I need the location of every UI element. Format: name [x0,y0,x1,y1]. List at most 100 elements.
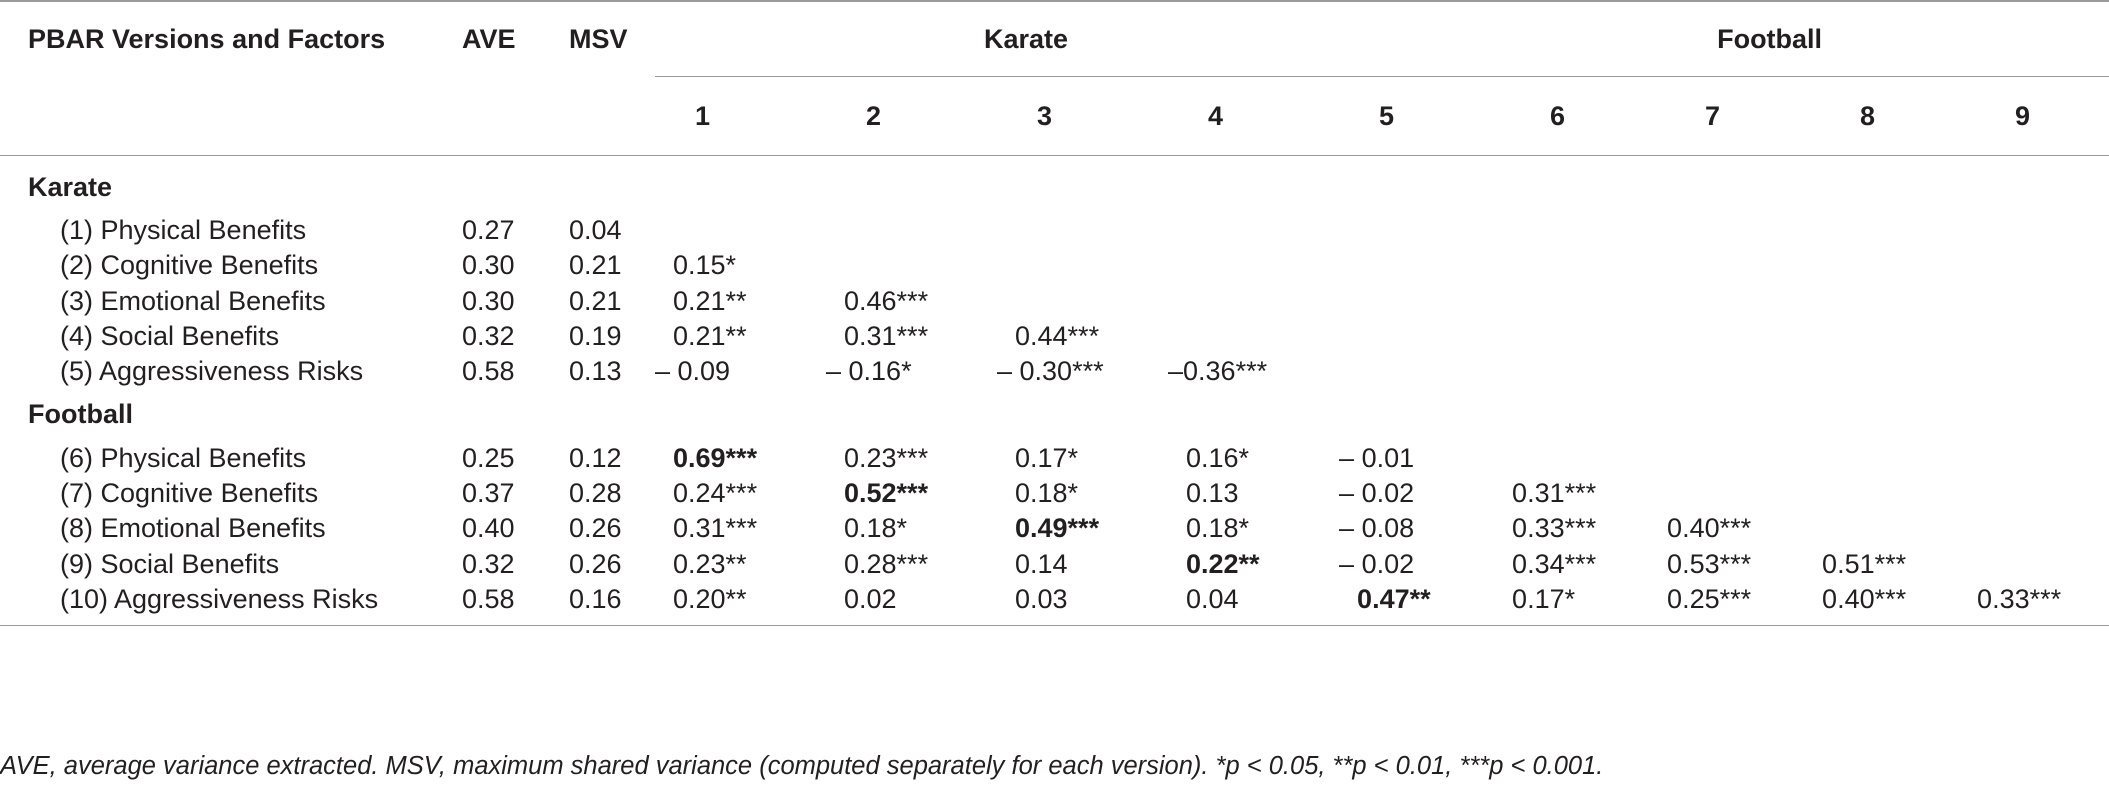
correlation-cell: 0.25*** [1665,581,1821,626]
ave-value: 0.25 [462,442,515,473]
empty-cell [1665,284,1820,319]
correlation-cell: 0.16* [1186,442,1250,473]
blank-header-cell [0,76,440,156]
empty-cell [1820,476,1975,511]
empty-cell [997,284,1168,319]
empty-cell [1820,440,1975,475]
table-body: Karate (1) Physical Benefits 0.27 0.04 (2) C… [0,156,2109,626]
correlation-cell: 0.24*** [673,477,758,508]
correlation-cell: 0.40*** [1667,513,1752,544]
correlation-cell: 0.28*** [844,548,929,579]
empty-cell [1820,511,1975,546]
section-title: Karate [28,172,113,202]
correlation-cell: 0.52*** [844,477,929,508]
blank-header-cell [440,76,547,156]
correlation-cell: 0.02 [826,581,997,626]
correlation-cell: 0.23*** [844,442,929,473]
empty-cell [1665,213,1820,248]
correlation-cell: 0.14 [1015,548,1068,579]
col-header-6: 6 [1510,76,1666,156]
empty-cell [1820,319,1975,354]
empty-cell [1168,319,1339,354]
empty-cell [1168,284,1339,319]
section-title: Football [28,399,133,430]
empty-cell [1820,284,1975,319]
empty-cell [1339,248,1510,283]
factor-label: (8) Emotional Benefits [60,513,326,544]
ave-value: 0.32 [462,321,515,352]
ave-value: 0.58 [440,581,547,626]
msv-value: 0.26 [569,548,622,579]
factor-column-header: PBAR Versions and Factors [0,0,440,77]
correlation-cell: 0.21** [673,285,747,316]
msv-value: 0.16 [547,581,655,626]
factor-label: (9) Social Benefits [60,548,280,579]
correlation-cell: 0.20** [655,581,826,626]
ave-value: 0.37 [462,477,515,508]
correlation-cell: 0.13 [1186,477,1239,508]
empty-cell [1975,213,2109,248]
ave-value: 0.40 [462,513,515,544]
msv-value: 0.13 [569,356,622,387]
correlation-cell: – 0.09 [655,356,731,387]
empty-cell [997,248,1168,283]
empty-cell [1975,284,2109,319]
empty-cell [1339,354,1510,389]
factor-label: (5) Aggressiveness Risks [60,356,364,387]
empty-cell [1339,284,1510,319]
col-header-7: 7 [1665,76,1821,156]
msv-value: 0.21 [569,250,622,281]
table-row: (8) Emotional Benefits 0.40 0.26 0.31*** 0.1… [0,511,2109,546]
empty-cell [1975,354,2109,389]
msv-value: 0.12 [569,442,622,473]
correlation-cell: 0.69*** [673,442,758,473]
correlation-cell: 0.17* [1510,581,1666,626]
correlation-cell: – 0.01 [1339,442,1415,473]
correlation-cell: – 0.16* [826,356,912,387]
correlation-cell: 0.49*** [1015,513,1100,544]
empty-cell [1510,213,1665,248]
football-group-header: Football [1339,0,2109,77]
correlation-cell: – 0.30*** [997,356,1104,387]
empty-cell [1975,319,2109,354]
karate-group-header: Karate [655,0,1340,77]
correlation-cell: 0.17* [1015,442,1079,473]
empty-cell [1510,440,1665,475]
empty-cell [1665,248,1820,283]
correlation-cell: 0.31*** [1512,477,1597,508]
factor-label: (4) Social Benefits [60,321,280,352]
correlation-cell: 0.21** [673,321,747,352]
empty-cell [1975,546,2109,581]
table-row: (3) Emotional Benefits 0.30 0.21 0.21** 0.46… [0,284,2109,319]
correlation-cell: 0.03 [997,581,1168,626]
empty-cell [1820,213,1975,248]
correlation-cell: 0.47** [1339,581,1511,626]
correlation-cell: 0.53*** [1667,548,1752,579]
factor-label: (7) Cognitive Benefits [60,477,319,508]
empty-cell [1665,440,1820,475]
empty-cell [1665,319,1820,354]
empty-cell [1168,213,1339,248]
correlation-cell: 0.31*** [844,321,929,352]
correlation-cell: 0.15* [673,250,737,281]
ave-value: 0.32 [462,548,515,579]
col-header-8: 8 [1820,76,1976,156]
empty-cell [1510,248,1665,283]
msv-column-header: MSV [547,0,655,77]
blank-header-cell [547,76,655,156]
correlation-cell: 0.04 [1168,581,1340,626]
ave-value: 0.27 [462,215,515,246]
empty-cell [1168,248,1339,283]
empty-cell [1665,476,1820,511]
correlation-cell: 0.34*** [1512,548,1597,579]
correlation-cell: 0.18* [1015,477,1079,508]
col-header-5: 5 [1339,76,1511,156]
correlation-cell: 0.33*** [1512,513,1597,544]
factor-label: (6) Physical Benefits [60,442,307,473]
col-header-1: 1 [655,76,826,156]
correlation-cell: –0.36*** [1168,356,1268,387]
correlation-cell: 0.31*** [673,513,758,544]
empty-cell [1975,440,2109,475]
table-header: PBAR Versions and Factors AVE MSV Karate… [0,0,2109,156]
